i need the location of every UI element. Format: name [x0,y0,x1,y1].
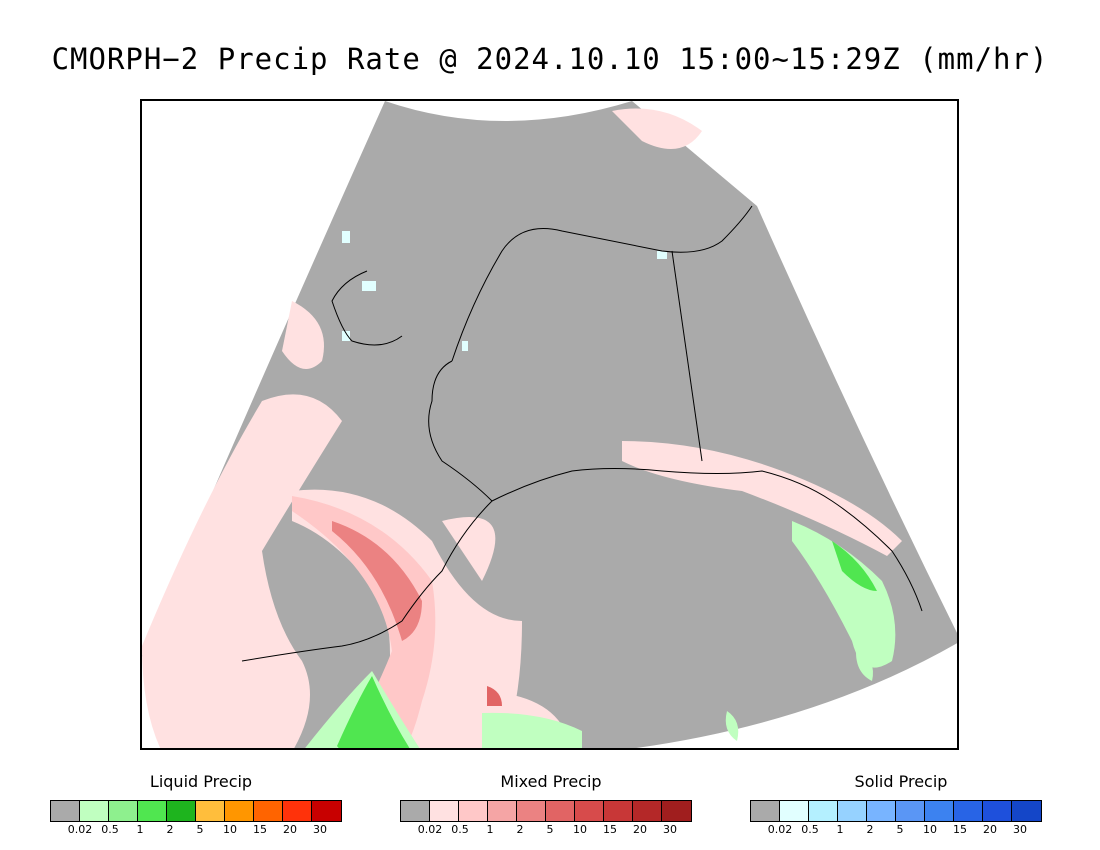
legend-swatch-7 [604,801,633,821]
legend-tick-label: 20 [283,823,297,836]
legend-tick-label: 0.02 [417,823,443,836]
map-domain [142,101,957,748]
legend-tick-label: 5 [546,823,554,836]
map-title: CMORPH−2 Precip Rate @ 2024.10.10 15:00~… [51,42,1049,76]
legend-swatch-4 [167,801,196,821]
precip-map [142,101,957,748]
legend-tick-label: 1 [486,823,494,836]
legend-swatch-6 [225,801,254,821]
color-scale [50,800,342,822]
legend-swatch-3 [138,801,167,821]
legend-tick-label: 10 [923,823,937,836]
legend-tick-label: 15 [953,823,967,836]
legend-tick-label: 20 [633,823,647,836]
legend-swatch-9 [662,801,691,821]
legend-swatch-1 [80,801,109,821]
legend-swatch-3 [488,801,517,821]
legend-tick-label: 30 [663,823,677,836]
legend-tick-label: 5 [196,823,204,836]
legend-swatch-3 [838,801,867,821]
legend-liquid-precip: Liquid Precip 0.02 0.5 1 2 5 10 15 20 30 [50,772,352,836]
legend-swatch-0 [751,801,780,821]
legend-swatch-2 [459,801,488,821]
legend-swatch-9 [312,801,341,821]
legend-tick-label: 0.5 [451,823,469,836]
legend-swatch-8 [633,801,662,821]
color-scale [750,800,1042,822]
legend-tick-label: 1 [836,823,844,836]
legend-tick-label: 2 [166,823,174,836]
legend-swatch-6 [925,801,954,821]
legend-swatch-2 [109,801,138,821]
legend-tick-label: 30 [1013,823,1027,836]
legend-tick-label: 0.5 [101,823,119,836]
legend-mixed-precip: Mixed Precip 0.02 0.5 1 2 5 10 15 20 30 [400,772,702,836]
legend-tick-label: 10 [223,823,237,836]
legend-tick-label: 15 [253,823,267,836]
legend-tick-label: 10 [573,823,587,836]
legend-swatch-2 [809,801,838,821]
legend-swatch-8 [283,801,312,821]
legend-tick-label: 2 [866,823,874,836]
legend-swatch-4 [867,801,896,821]
legend-swatch-0 [401,801,430,821]
tick-labels: 0.02 0.5 1 2 5 10 15 20 30 [750,823,1052,837]
mixed-precip-band [292,496,436,748]
legend-swatch-7 [254,801,283,821]
color-scale [400,800,692,822]
legend-swatch-5 [196,801,225,821]
legend-solid-precip: Solid Precip 0.02 0.5 1 2 5 10 15 20 30 [750,772,1052,836]
legend-swatch-1 [780,801,809,821]
legend-tick-label: 30 [313,823,327,836]
legend-swatch-1 [430,801,459,821]
legend-swatch-4 [517,801,546,821]
legend-tick-label: 0.02 [767,823,793,836]
legend-tick-label: 2 [516,823,524,836]
legend-title: Solid Precip [854,772,948,791]
mixed-precip-core [332,521,502,706]
legend-tick-label: 5 [896,823,904,836]
legend-swatch-8 [983,801,1012,821]
legend-tick-label: 20 [983,823,997,836]
solid-precip-areas [342,231,667,351]
legend-title: Mixed Precip [500,772,602,791]
coastlines [241,205,923,662]
legend-swatch-6 [575,801,604,821]
liquid-precip-core [337,541,877,748]
map-panel [140,99,959,750]
legend-swatch-9 [1012,801,1041,821]
legend-swatch-5 [896,801,925,821]
tick-labels: 0.02 0.5 1 2 5 10 15 20 30 [400,823,702,837]
legend-swatch-7 [954,801,983,821]
legend-tick-label: 15 [603,823,617,836]
tick-labels: 0.02 0.5 1 2 5 10 15 20 30 [50,823,352,837]
legend-swatch-5 [546,801,575,821]
legend-tick-label: 1 [136,823,144,836]
legend-swatch-0 [51,801,80,821]
legend-tick-label: 0.02 [67,823,93,836]
legend-tick-label: 0.5 [801,823,819,836]
legend-title: Liquid Precip [149,772,253,791]
